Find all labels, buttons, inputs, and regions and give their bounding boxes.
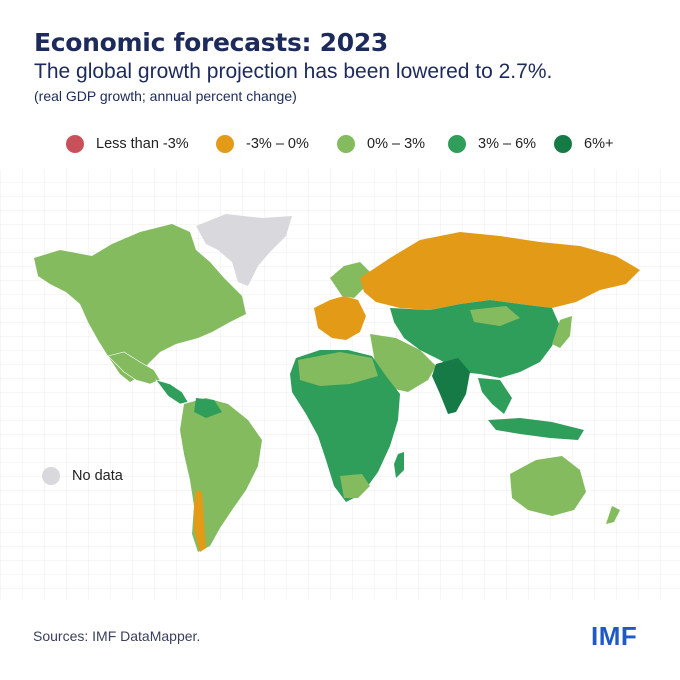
australia-region [510,456,586,516]
chile-region [194,490,206,552]
venezuela-region [194,398,222,418]
south-africa-region [340,474,370,498]
legend-label: 6%+ [584,136,614,152]
legend-swatch-red [66,135,84,153]
page-subtitle: The global growth projection has been lo… [34,60,553,83]
greenland-region [196,214,292,286]
page-title: Economic forecasts: 2023 [34,28,389,57]
europe-region [314,296,366,340]
source-note: Sources: IMF DataMapper. [33,628,201,644]
legend-item-0-to-3: 0% – 3% [337,135,448,153]
legend-label: -3% – 0% [246,136,309,152]
southeast-asia-region [478,378,512,414]
legend-swatch-light-green [337,135,355,153]
legend-label: 0% – 3% [367,136,426,152]
north-africa-region [298,352,378,386]
mexico-region [107,351,161,385]
no-data-legend: No data [42,467,123,485]
legend-swatch-orange [216,135,234,153]
legend-swatch-dark-green [554,135,572,153]
legend-item-6-plus: 6%+ [554,135,613,153]
indonesia-region [488,418,584,440]
legend-item-less-than-minus-3: Less than -3% [66,135,216,153]
world-map [0,170,680,600]
no-data-swatch [42,467,60,485]
asia-region [390,300,560,378]
central-america-region [155,379,189,405]
north-america-region [34,224,246,382]
india-region [432,358,470,414]
new-zealand-region [606,506,620,524]
legend-label: Less than -3% [96,136,189,152]
scandinavia-region [330,262,370,298]
legend-item-3-to-6: 3% – 6% [448,135,554,153]
imf-logo: IMF [591,621,638,651]
mongolia-region [470,306,520,326]
legend-swatch-green [448,135,466,153]
legend: Less than -3% -3% – 0% 0% – 3% 3% – 6% 6… [66,135,613,153]
japan-region [552,316,572,348]
legend-label: 3% – 6% [478,136,537,152]
russia-region [360,232,640,310]
legend-item-minus-3-to-0: -3% – 0% [216,135,337,153]
units-note: (real GDP growth; annual percent change) [34,88,297,104]
madagascar-region [394,452,404,478]
no-data-label: No data [72,468,123,484]
africa-region [290,350,400,502]
